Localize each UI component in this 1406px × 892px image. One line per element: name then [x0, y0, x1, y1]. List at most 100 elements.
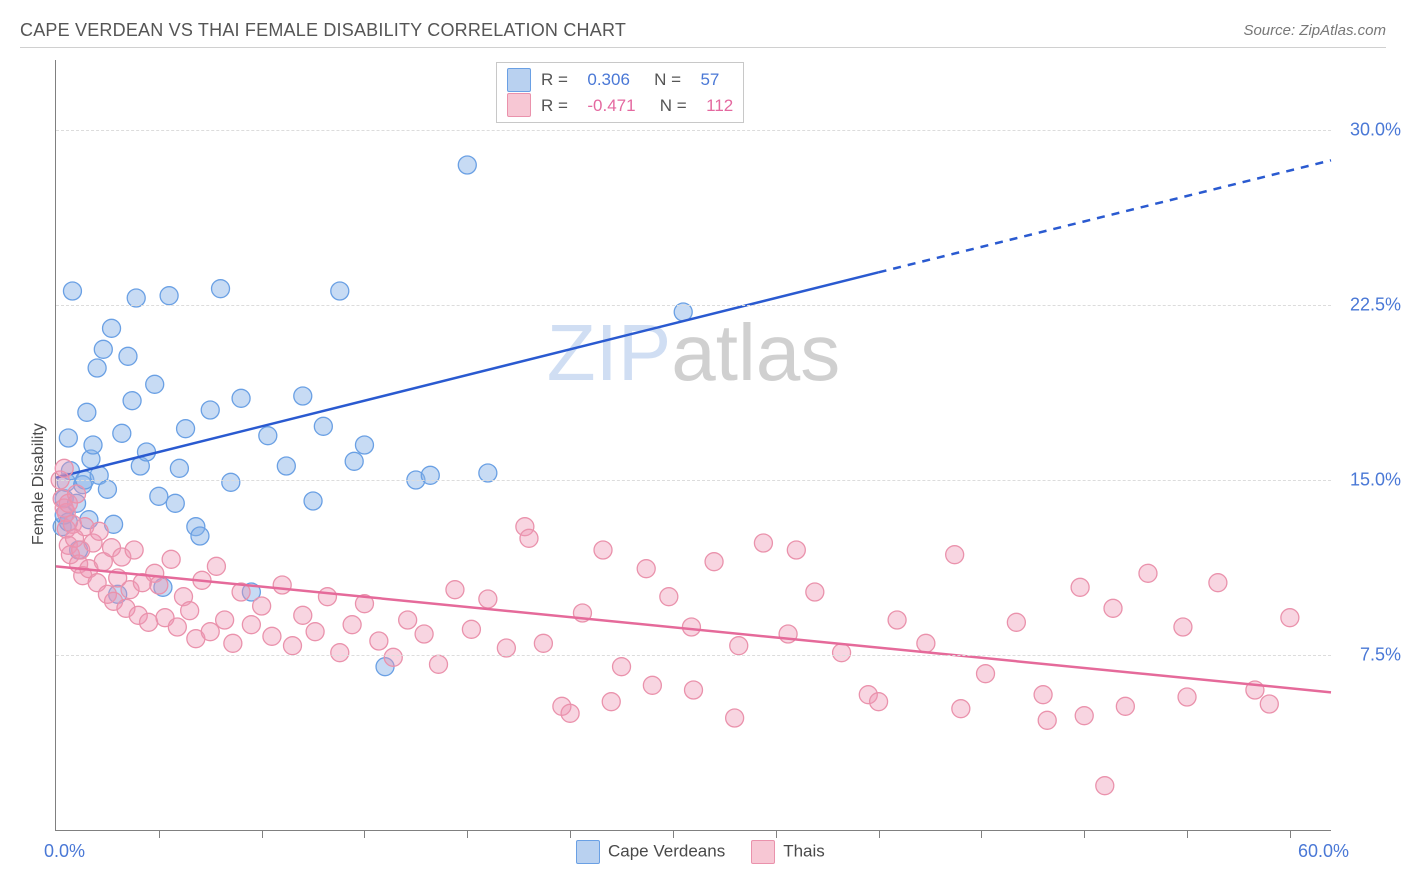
legend-r-value: 0.306 — [587, 67, 630, 93]
data-point — [113, 424, 131, 442]
data-point — [170, 459, 188, 477]
data-point — [458, 156, 476, 174]
data-point — [63, 282, 81, 300]
data-point — [191, 527, 209, 545]
data-point — [1038, 711, 1056, 729]
data-point — [384, 648, 402, 666]
gridline — [56, 130, 1331, 131]
data-point — [730, 637, 748, 655]
trend-line-extrapolated — [879, 160, 1331, 272]
data-point — [682, 618, 700, 636]
x-tick — [262, 830, 263, 838]
data-point — [55, 459, 73, 477]
data-point — [561, 704, 579, 722]
data-point — [146, 375, 164, 393]
data-point — [946, 546, 964, 564]
x-tick — [467, 830, 468, 838]
x-tick — [570, 830, 571, 838]
data-point — [370, 632, 388, 650]
data-point — [977, 665, 995, 683]
data-point — [125, 541, 143, 559]
legend-r-label: R = — [541, 67, 577, 93]
legend-n-value: 112 — [706, 93, 733, 119]
legend-series: Cape Verdeans Thais — [576, 840, 825, 864]
gridline — [56, 305, 1331, 306]
legend-n-value: 57 — [700, 67, 719, 93]
chart-header: CAPE VERDEAN VS THAI FEMALE DISABILITY C… — [20, 20, 1386, 48]
data-point — [212, 280, 230, 298]
data-point — [78, 403, 96, 421]
legend-n-label: N = — [640, 67, 691, 93]
data-point — [602, 693, 620, 711]
data-point — [415, 625, 433, 643]
data-point — [952, 700, 970, 718]
legend-series-label: Cape Verdeans — [608, 841, 725, 860]
data-point — [150, 576, 168, 594]
data-point — [1209, 574, 1227, 592]
x-axis-min-label: 0.0% — [44, 841, 85, 862]
data-point — [917, 634, 935, 652]
data-point — [534, 634, 552, 652]
data-point — [224, 634, 242, 652]
legend-r-value: -0.471 — [587, 93, 635, 119]
scatter-svg — [56, 60, 1331, 830]
data-point — [201, 401, 219, 419]
y-tick-label: 30.0% — [1350, 120, 1401, 141]
legend-stats-row: R = 0.306 N = 57 — [507, 67, 733, 93]
data-point — [181, 602, 199, 620]
chart-source: Source: ZipAtlas.com — [1243, 22, 1386, 39]
data-point — [103, 319, 121, 337]
data-point — [870, 693, 888, 711]
data-point — [726, 709, 744, 727]
data-point — [306, 623, 324, 641]
data-point — [806, 583, 824, 601]
data-point — [1071, 578, 1089, 596]
data-point — [222, 473, 240, 491]
legend-n-label: N = — [646, 93, 697, 119]
data-point — [705, 553, 723, 571]
data-point — [331, 644, 349, 662]
data-point — [84, 436, 102, 454]
data-point — [594, 541, 612, 559]
data-point — [242, 616, 260, 634]
data-point — [430, 655, 448, 673]
y-tick-label: 15.0% — [1350, 470, 1401, 491]
data-point — [304, 492, 322, 510]
x-tick — [776, 830, 777, 838]
data-point — [259, 427, 277, 445]
data-point — [273, 576, 291, 594]
x-axis-max-label: 60.0% — [1298, 841, 1349, 862]
data-point — [331, 282, 349, 300]
legend-series-item: Thais — [751, 840, 825, 864]
data-point — [314, 417, 332, 435]
data-point — [94, 340, 112, 358]
legend-swatch — [507, 68, 531, 92]
data-point — [1007, 613, 1025, 631]
chart-title: CAPE VERDEAN VS THAI FEMALE DISABILITY C… — [20, 20, 626, 41]
data-point — [1174, 618, 1192, 636]
data-point — [399, 611, 417, 629]
data-point — [1104, 599, 1122, 617]
x-tick — [879, 830, 880, 838]
y-tick-label: 7.5% — [1360, 645, 1401, 666]
data-point — [232, 389, 250, 407]
y-axis-label: Female Disability — [30, 423, 48, 545]
data-point — [479, 590, 497, 608]
legend-series-item: Cape Verdeans — [576, 840, 725, 864]
data-point — [1116, 697, 1134, 715]
data-point — [207, 557, 225, 575]
data-point — [520, 529, 538, 547]
trend-line — [56, 272, 879, 477]
data-point — [162, 550, 180, 568]
data-point — [119, 347, 137, 365]
legend-series-label: Thais — [783, 841, 825, 860]
data-point — [754, 534, 772, 552]
data-point — [294, 606, 312, 624]
data-point — [446, 581, 464, 599]
x-tick — [1084, 830, 1085, 838]
data-point — [343, 616, 361, 634]
legend-swatch — [507, 93, 531, 117]
data-point — [1178, 688, 1196, 706]
x-tick — [159, 830, 160, 838]
data-point — [888, 611, 906, 629]
